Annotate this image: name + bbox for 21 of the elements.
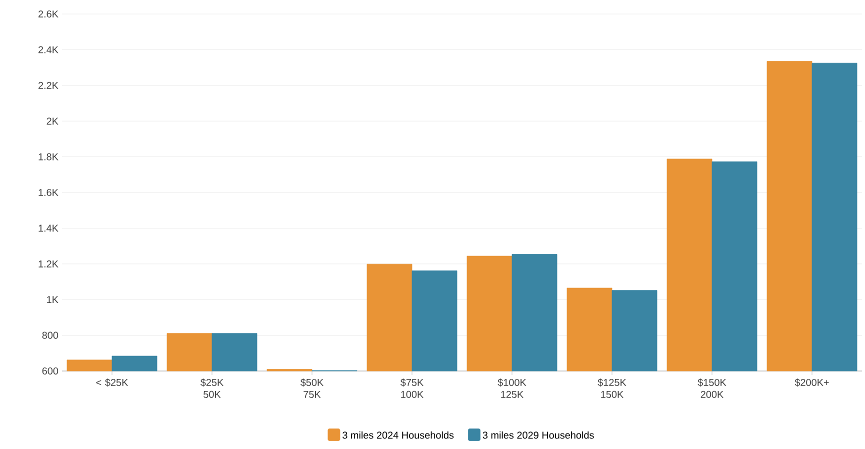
y-tick-label: 1K [47, 296, 58, 304]
y-tick-label: 1.2K [38, 260, 58, 268]
x-tick-label: < $25K [96, 378, 128, 387]
y-tick-label: 2K [46, 118, 58, 125]
x-tick-label: $25K 50K [200, 378, 224, 398]
y-tick-label: 1.8K [38, 153, 58, 160]
x-tick-label: $150K 200K [698, 378, 726, 398]
y-tick-label: 2.2K [38, 82, 58, 89]
y-tick-label: 2.6K [38, 10, 58, 18]
x-tick-label: $100K 125K [498, 378, 526, 398]
y-tick-label: 600 [42, 367, 58, 375]
x-tick-label: $200K+ [794, 378, 829, 387]
legend-label: 3 miles 2029 Households [482, 431, 594, 439]
y-tick-label: 1.4K [38, 224, 58, 232]
y-tick-label: 800 [42, 332, 58, 339]
y-tick-label: 2.4K [38, 46, 58, 54]
x-tick-label: $75K 100K [400, 378, 424, 398]
y-tick-label: 1.6K [38, 188, 58, 196]
legend-label: 3 miles 2024 Households [342, 431, 454, 439]
x-tick-label: $125K 150K [598, 378, 626, 398]
x-tick-label: $50K 75K [300, 378, 324, 398]
